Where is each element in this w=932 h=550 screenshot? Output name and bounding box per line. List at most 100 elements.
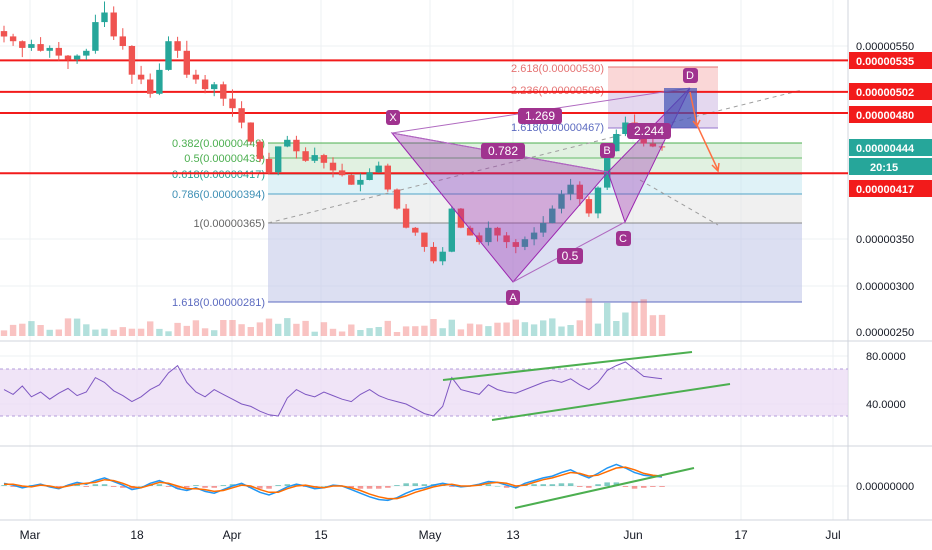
candle-body xyxy=(83,50,90,56)
fib-zone-grey xyxy=(268,194,802,223)
candle-body xyxy=(585,199,593,214)
volume-bar xyxy=(83,324,90,336)
candle-body xyxy=(165,41,172,70)
candle-body xyxy=(658,146,666,148)
candle-body xyxy=(256,141,264,159)
macd-trendline[interactable] xyxy=(514,467,695,509)
time-tick: Mar xyxy=(20,528,41,542)
candle-body xyxy=(147,79,154,94)
price-tick: 0.00000250 xyxy=(856,327,914,339)
candle-body xyxy=(567,184,574,195)
volume-bar xyxy=(412,326,419,336)
macd-tick: 0.00000000 xyxy=(856,481,914,493)
candle-body xyxy=(73,55,81,60)
macd-line xyxy=(3,463,663,502)
candle-body xyxy=(402,208,410,228)
price-tag-bg xyxy=(849,52,932,69)
macd-histogram-bar xyxy=(184,486,190,488)
volume-bar xyxy=(521,322,529,336)
volume-bar xyxy=(192,320,200,336)
volume-bar xyxy=(147,321,154,336)
point-a-label: A xyxy=(509,292,517,304)
volume-bar xyxy=(165,331,172,336)
signal-line xyxy=(4,466,663,500)
ratio-ac: 0.5 xyxy=(562,249,579,263)
fib-label: 0.5(0.00000433) xyxy=(184,153,265,165)
time-axis[interactable]: Mar 18 Apr 15 May 13 Jun 17 Jul xyxy=(20,528,841,542)
arrow-head xyxy=(711,162,720,173)
macd-histogram-bar xyxy=(1,485,7,486)
volume-bar xyxy=(256,322,264,336)
macd-histogram-bar xyxy=(165,486,172,487)
volume-bar xyxy=(37,325,44,336)
harmonic-pattern[interactable] xyxy=(390,87,720,283)
fib-ext-label: 2.618(0.00000530) xyxy=(511,63,604,75)
time-tick: Jun xyxy=(623,528,642,542)
candle-body xyxy=(622,122,629,134)
volume-bar xyxy=(421,325,428,336)
fib-label: 1(0.00000365) xyxy=(193,218,265,230)
rsi-channel-lower[interactable] xyxy=(491,383,731,421)
candle-body xyxy=(348,175,355,185)
fib-ext-label: 1.618(0.00000467) xyxy=(511,122,604,134)
volume-bar xyxy=(640,299,647,336)
volume-bar xyxy=(183,325,190,336)
volume-bar xyxy=(284,318,291,336)
candle-body xyxy=(183,50,190,75)
time-tick: 17 xyxy=(734,528,748,542)
volume-bar xyxy=(119,327,126,336)
macd-histogram-bar xyxy=(321,486,327,487)
macd-histogram-bar xyxy=(549,484,556,486)
fib-extension[interactable]: 2.618(0.00000530) 2.236(0.00000506) 1.61… xyxy=(511,63,718,134)
time-tick: Apr xyxy=(223,528,242,542)
volume-bar xyxy=(549,318,556,336)
macd-histogram-bar xyxy=(412,483,418,486)
volume-bar xyxy=(348,324,355,336)
fib-label: 0.618(0.00000417) xyxy=(172,169,265,181)
macd-histogram-bar xyxy=(74,484,80,486)
candle-body xyxy=(192,74,200,80)
macd-histogram-bar xyxy=(650,486,656,487)
macd-histogram-bar xyxy=(202,486,208,488)
candle-body xyxy=(485,227,492,243)
volume-bar xyxy=(73,318,81,336)
volume-bar xyxy=(128,328,136,336)
volume-bar xyxy=(466,323,474,336)
macd-histogram-bar xyxy=(622,486,629,487)
volume-bar xyxy=(0,330,8,336)
rsi-tick: 80.0000 xyxy=(866,351,906,363)
candle-body xyxy=(412,227,419,233)
time-tick: 13 xyxy=(506,528,520,542)
candle-body xyxy=(220,84,227,99)
volume-bar xyxy=(439,328,446,336)
last-price-tag-bg xyxy=(849,139,932,156)
point-c-badge xyxy=(616,231,631,246)
candle-body xyxy=(19,41,26,48)
macd-histogram-bar xyxy=(531,484,537,486)
macd-histogram-bar xyxy=(293,484,300,486)
volume-bar xyxy=(338,331,346,336)
price-tags: 0.00000535 0.00000502 0.00000480 0.00000… xyxy=(849,52,932,197)
volume-bar xyxy=(540,320,547,336)
rsi-band xyxy=(0,369,848,416)
volume-bar xyxy=(530,324,538,336)
macd-histogram-bar xyxy=(558,483,565,486)
price-axis[interactable]: 0.00000550 0.00000350 0.00000300 0.00000… xyxy=(856,41,914,493)
horizontal-levels[interactable] xyxy=(0,59,848,175)
volume-bar xyxy=(156,328,163,336)
volume-bar xyxy=(448,319,455,336)
volume-bar xyxy=(658,314,666,336)
candle-body xyxy=(55,47,62,56)
ratio-xb: 0.782 xyxy=(488,144,518,158)
macd-histogram-bar xyxy=(613,482,620,486)
price-tick: 0.00000350 xyxy=(856,234,914,246)
volume-bar xyxy=(604,302,611,336)
macd-histogram-bar xyxy=(494,486,501,487)
macd-histogram-bar xyxy=(211,486,217,488)
macd-histogram-bar xyxy=(56,486,62,487)
rsi-channel-upper[interactable] xyxy=(442,351,693,381)
dashed-projection[interactable] xyxy=(639,179,719,226)
volume-bar xyxy=(55,329,62,336)
volume-bar xyxy=(622,312,629,336)
